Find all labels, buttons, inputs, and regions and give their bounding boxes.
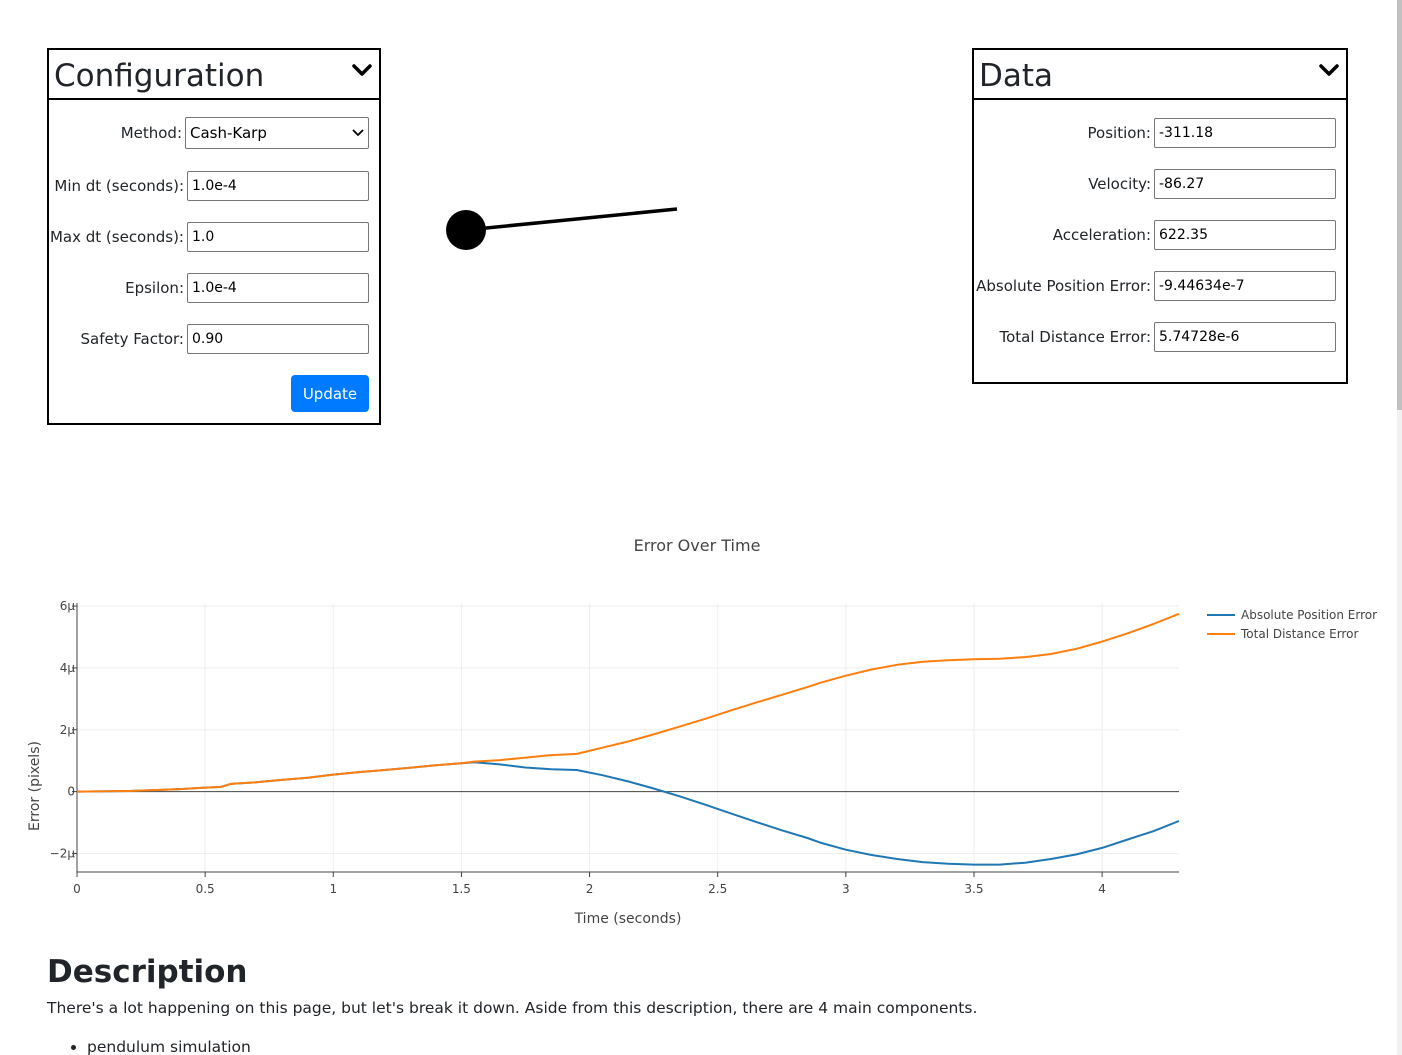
y-tick-label: 2µ — [60, 723, 76, 737]
chart-grid — [77, 603, 1179, 872]
epsilon-label: Epsilon: — [125, 279, 184, 297]
description-list: pendulum simulation — [47, 1038, 251, 1055]
epsilon-input[interactable]: 1.0e-4 — [187, 273, 369, 303]
method-label: Method: — [120, 124, 182, 142]
x-tick-label: 2 — [586, 882, 594, 896]
scrollbar-thumb[interactable] — [1397, 0, 1402, 410]
epsilon-row: Epsilon: 1.0e-4 — [125, 273, 369, 303]
acceleration-row: Acceleration: 622.35 — [1053, 220, 1336, 250]
list-item: pendulum simulation — [87, 1038, 251, 1055]
position-label: Position: — [1087, 124, 1151, 142]
position-output[interactable]: -311.18 — [1154, 118, 1336, 148]
y-tick-label: 0 — [67, 785, 75, 799]
x-tick-label: 3 — [842, 882, 850, 896]
chart-series — [76, 612, 1180, 866]
pendulum-simulation — [446, 207, 678, 250]
method-selected-value: Cash-Karp — [190, 124, 267, 142]
configuration-panel: Configuration Method: Cash-Karp Min dt (… — [47, 48, 381, 425]
description-heading: Description — [47, 954, 248, 990]
max-dt-input[interactable]: 1.0 — [187, 222, 369, 252]
legend-label-1: Absolute Position Error — [1241, 608, 1377, 622]
safety-factor-row: Safety Factor: 0.90 — [81, 324, 369, 354]
update-button[interactable]: Update — [291, 375, 369, 412]
x-tick-label: 4 — [1098, 882, 1106, 896]
pendulum-rod — [465, 207, 678, 232]
series-line-1 — [76, 761, 1180, 866]
acceleration-output[interactable]: 622.35 — [1154, 220, 1336, 250]
safety-factor-input[interactable]: 0.90 — [187, 324, 369, 354]
x-tick-label: 3.5 — [964, 882, 983, 896]
y-tick-label: −2µ — [50, 846, 76, 860]
description-text: There's a lot happening on this page, bu… — [47, 999, 978, 1017]
method-select[interactable]: Cash-Karp — [185, 117, 369, 149]
acceleration-label: Acceleration: — [1052, 226, 1151, 244]
legend-label-2: Total Distance Error — [1240, 627, 1358, 641]
error-over-time-chart[interactable]: Error Over Time 0 0.5 1 1.5 2 2.5 3 3.5 4 −2µ 0 2µ 4… — [0, 520, 1402, 940]
configuration-header[interactable]: Configuration — [49, 50, 379, 100]
data-title: Data — [979, 58, 1054, 94]
pendulum-bob — [446, 210, 486, 250]
safety-factor-label: Safety Factor: — [80, 330, 184, 348]
absolute-position-error-output[interactable]: -9.44634e-7 — [1154, 271, 1336, 301]
x-tick-label: 2.5 — [708, 882, 727, 896]
total-distance-error-output[interactable]: 5.74728e-6 — [1154, 322, 1336, 352]
min-dt-input[interactable]: 1.0e-4 — [187, 171, 369, 201]
chevron-down-icon[interactable] — [1318, 59, 1340, 81]
configuration-title: Configuration — [54, 58, 265, 94]
y-tick-label: 6µ — [60, 599, 76, 613]
velocity-output[interactable]: -86.27 — [1154, 169, 1336, 199]
min-dt-label: Min dt (seconds): — [54, 177, 184, 195]
velocity-row: Velocity: -86.27 — [1088, 169, 1336, 199]
total-distance-error-label: Total Distance Error: — [999, 328, 1151, 346]
absolute-position-error-label: Absolute Position Error: — [976, 277, 1151, 295]
chevron-down-icon[interactable] — [351, 59, 373, 81]
x-axis-label: Time (seconds) — [574, 911, 682, 927]
x-tick-label: 0.5 — [196, 882, 215, 896]
max-dt-label: Max dt (seconds): — [49, 228, 184, 246]
chevron-down-icon — [352, 129, 364, 137]
position-row: Position: -311.18 — [1088, 118, 1336, 148]
method-row: Method: Cash-Karp — [120, 117, 369, 149]
data-header[interactable]: Data — [974, 50, 1346, 100]
scrollbar[interactable] — [1397, 0, 1402, 1055]
min-dt-row: Min dt (seconds): 1.0e-4 — [54, 171, 369, 201]
total-distance-error-row: Total Distance Error: 5.74728e-6 — [999, 322, 1336, 352]
x-tick-label: 1 — [329, 882, 337, 896]
series-line-2 — [76, 612, 1180, 793]
x-tick-label: 0 — [73, 882, 81, 896]
chart-legend[interactable]: Absolute Position Error Total Distance Er… — [1207, 608, 1377, 641]
chart-axes: 0 0.5 1 1.5 2 2.5 3 3.5 4 −2µ 0 2µ 4µ 6µ — [50, 599, 1179, 896]
data-panel: Data Position: -311.18 Velocity: -86.27 … — [972, 48, 1348, 384]
y-axis-label: Error (pixels) — [27, 741, 43, 831]
absolute-position-error-row: Absolute Position Error: -9.44634e-7 — [976, 271, 1336, 301]
velocity-label: Velocity: — [1088, 175, 1151, 193]
x-tick-label: 1.5 — [452, 882, 471, 896]
y-tick-label: 4µ — [60, 661, 76, 675]
max-dt-row: Max dt (seconds): 1.0 — [50, 222, 369, 252]
chart-title: Error Over Time — [634, 536, 761, 555]
